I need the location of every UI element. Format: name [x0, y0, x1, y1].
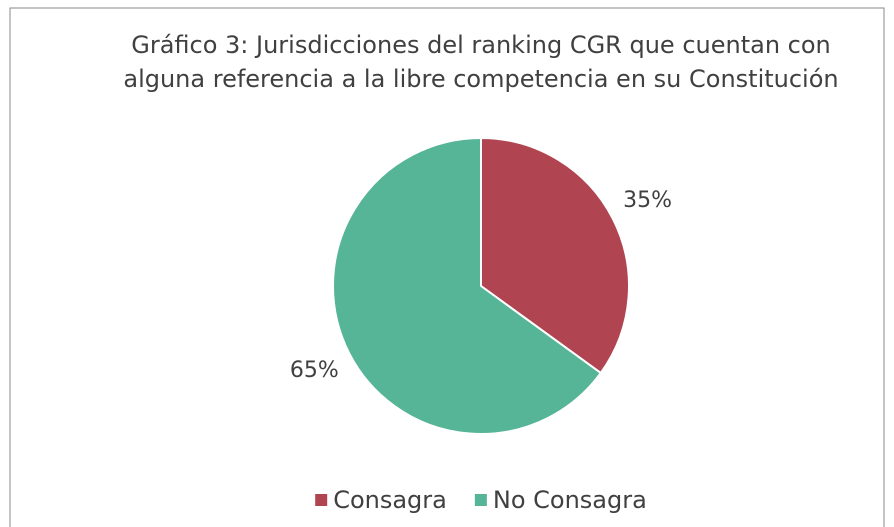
legend-swatch [474, 494, 487, 506]
chart-title: alguna referencia a la libre competencia… [123, 65, 838, 93]
data-label: 35% [623, 188, 672, 213]
legend-label: Consagra [333, 486, 447, 514]
pie-slice [332, 136, 603, 435]
legend-label: No Consagra [493, 486, 647, 514]
data-label: 65% [290, 358, 339, 383]
legend-swatch [315, 494, 328, 506]
chart-title: Gráfico 3: Jurisdicciones del ranking CG… [131, 31, 831, 59]
pie-slice [480, 136, 630, 375]
